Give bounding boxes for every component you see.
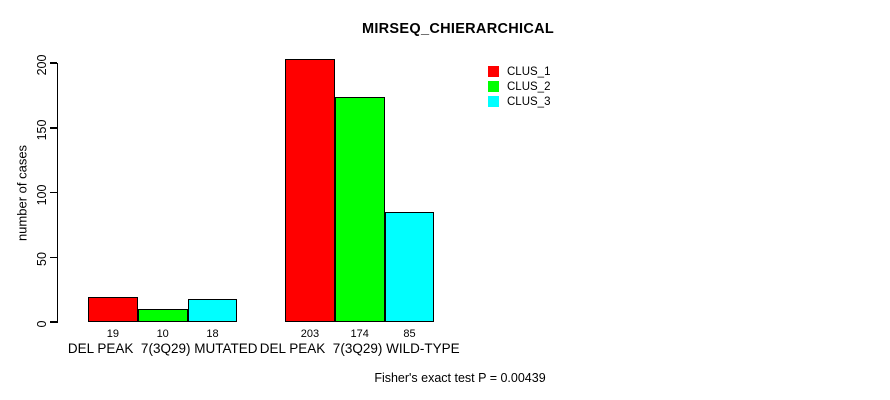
- bar-clus_1-group2: [285, 59, 335, 322]
- y-axis-tick: [49, 321, 57, 323]
- y-axis-tick-label-text: 150: [35, 119, 49, 141]
- y-axis-tick: [49, 191, 57, 194]
- bar-clus_2-group2: [334, 96, 385, 322]
- legend-swatch-icon: [488, 96, 499, 107]
- bar-value-label: 203: [300, 328, 320, 340]
- bar-clus_3-group2: [384, 211, 435, 322]
- category-label: DEL PEAK 7(3Q29) WILD-TYPE: [259, 341, 460, 356]
- legend-item-clus_3: CLUS_3: [488, 94, 550, 109]
- legend-label: CLUS_1: [507, 65, 551, 78]
- bar-clus_2-group1: [137, 309, 188, 322]
- y-axis-tick: [49, 127, 57, 129]
- bar-clus_3-group1: [187, 298, 238, 322]
- y-axis-tick: [49, 62, 57, 64]
- bar-value-label: 85: [403, 328, 416, 340]
- bar-value-label: 18: [206, 328, 219, 340]
- y-axis-tick-label-text: 100: [35, 184, 49, 205]
- bar-clus_1-group1: [88, 297, 138, 322]
- legend: CLUS_1 CLUS_2 CLUS_3: [488, 64, 550, 109]
- category-label: DEL PEAK 7(3Q29) MUTATED: [67, 341, 258, 356]
- y-axis-tick-label-text: 50: [35, 252, 49, 267]
- legend-swatch-icon: [488, 81, 499, 92]
- y-axis-tick-label-text: 200: [35, 54, 49, 76]
- legend-label: CLUS_2: [507, 80, 551, 93]
- bar-value-label: 10: [156, 328, 169, 340]
- bar-value-label: 19: [106, 328, 120, 340]
- chart-title: MIRSEQ_CHIERARCHICAL: [361, 21, 555, 37]
- y-axis-line: [56, 63, 58, 323]
- annotation-text: Fisher's exact test P = 0.00439: [374, 371, 546, 385]
- y-axis-tick: [49, 256, 57, 258]
- legend-item-clus_1: CLUS_1: [488, 64, 550, 79]
- legend-label: CLUS_3: [507, 95, 551, 108]
- y-axis-tick-label-text: 0: [35, 320, 49, 328]
- legend-swatch-icon: [488, 66, 499, 77]
- bar-value-label: 174: [350, 328, 369, 340]
- legend-item-clus_2: CLUS_2: [488, 79, 550, 94]
